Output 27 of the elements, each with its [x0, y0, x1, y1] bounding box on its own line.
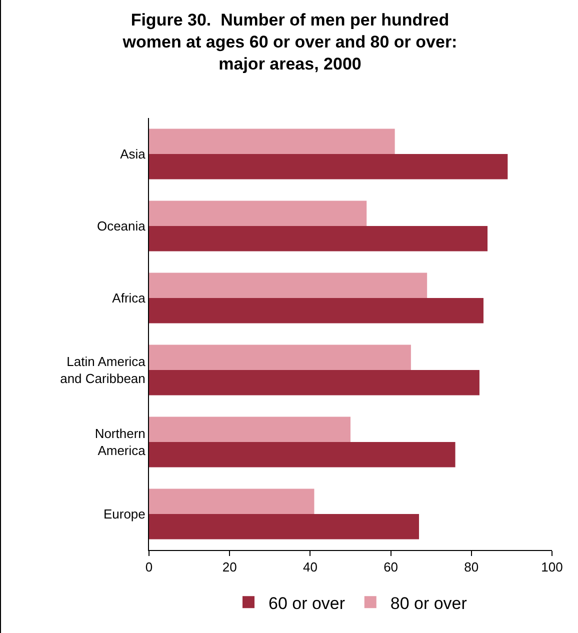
bar — [149, 272, 428, 298]
x-tick-label: 20 — [222, 560, 237, 575]
x-tick-label: 60 — [384, 560, 398, 575]
bar — [149, 416, 350, 442]
y-tick-label: Northern America — [94, 426, 146, 458]
bar — [149, 344, 411, 370]
chart-title: Figure 30. Number of men per hundred women at ages 60 or over and 80 or over: major areas, 2000 — [122, 10, 458, 74]
x-tick-label: 0 — [145, 560, 153, 575]
y-tick-label: Africa — [112, 290, 146, 306]
bar — [149, 128, 395, 154]
bar — [149, 226, 488, 252]
y-tick-label: Asia — [120, 146, 146, 162]
legend-label: 80 or over — [390, 594, 468, 613]
y-tick-label: Latin America and Caribbean — [60, 354, 146, 386]
bar — [149, 298, 484, 324]
x-tick-label: 40 — [302, 560, 318, 575]
bar — [149, 514, 420, 540]
y-tick-label: Europe — [103, 506, 146, 522]
x-tick-label: 80 — [464, 560, 479, 575]
bar — [149, 370, 480, 396]
x-tick-label: 100 — [541, 560, 563, 575]
legend-label: 60 or over — [268, 594, 346, 613]
bar — [149, 154, 508, 180]
bar — [149, 488, 314, 514]
bar — [149, 442, 456, 468]
y-tick-label: Oceania — [96, 218, 146, 234]
bar — [149, 200, 367, 226]
